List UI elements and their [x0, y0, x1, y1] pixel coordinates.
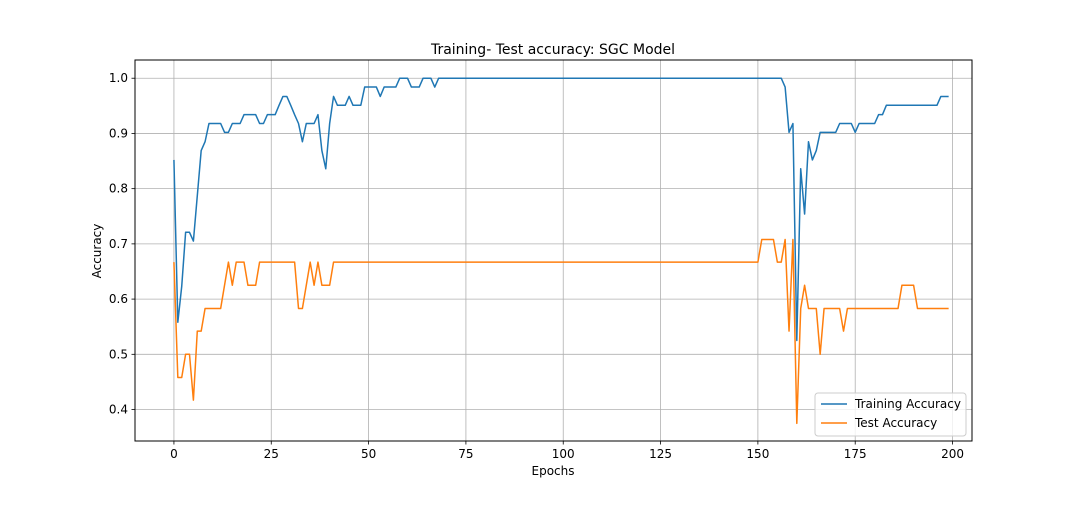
- legend-box: [814, 392, 967, 437]
- x-tick-label: 50: [361, 447, 376, 461]
- x-tick-label: 175: [844, 447, 867, 461]
- legend: Training Accuracy Test Accuracy: [814, 392, 967, 437]
- y-tick-label: 0.6: [109, 292, 128, 306]
- x-tick-label: 150: [746, 447, 769, 461]
- test-accuracy-line: [173, 238, 949, 425]
- y-tick-label: 1.0: [109, 71, 128, 85]
- series-lines: [173, 77, 949, 425]
- y-tick-label: 0.9: [109, 126, 128, 140]
- x-tick-label: 75: [458, 447, 473, 461]
- plot-frame: [134, 59, 973, 442]
- x-tick-label: 100: [552, 447, 575, 461]
- legend-label-training: Training Accuracy: [854, 397, 961, 411]
- legend-label-test: Test Accuracy: [854, 416, 937, 430]
- x-tick-label: 125: [649, 447, 672, 461]
- x-tick-label: 0: [170, 447, 178, 461]
- y-tick-label: 0.5: [109, 347, 128, 361]
- y-tick-label: 0.8: [109, 182, 128, 196]
- ticks: 0 25 50 75 100 125 150 175 200 0.4 0.5 0.6 0.7 0.8 0.9…: [109, 71, 964, 461]
- x-tick-label: 25: [264, 447, 279, 461]
- x-tick-label: 200: [941, 447, 964, 461]
- y-tick-label: 0.7: [109, 237, 128, 251]
- y-tick-label: 0.4: [109, 403, 128, 417]
- chart-title: Training- Test accuracy: SGC Model: [430, 42, 675, 58]
- x-axis-label: Epochs: [532, 464, 575, 478]
- y-axis-label: Accuracy: [90, 224, 104, 279]
- training-accuracy-line: [173, 77, 949, 342]
